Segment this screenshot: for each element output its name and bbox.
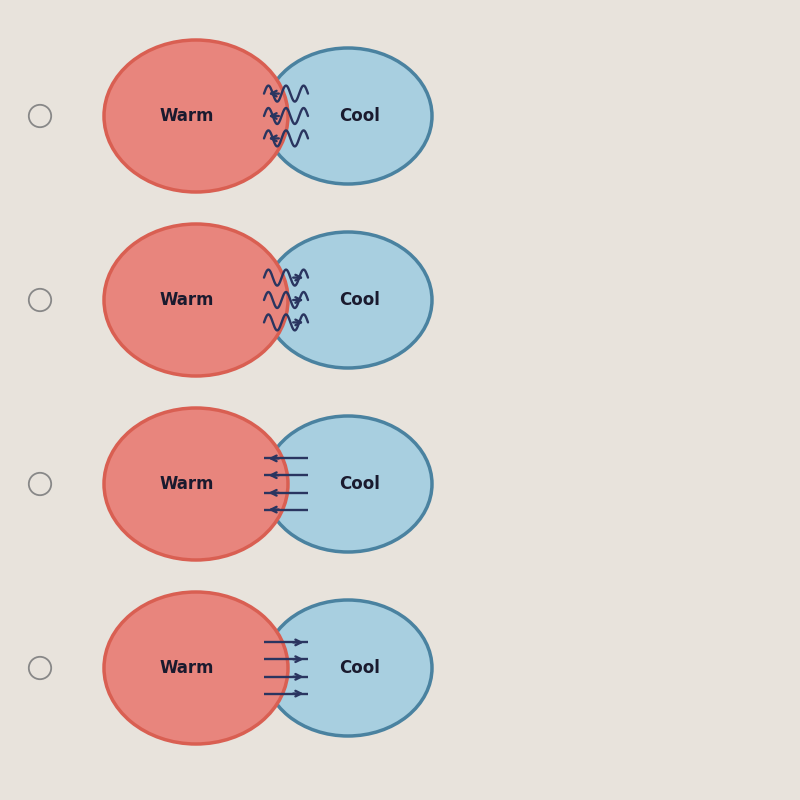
Text: Warm: Warm [159,291,214,309]
Ellipse shape [264,232,432,368]
Text: Cool: Cool [339,291,381,309]
Ellipse shape [264,600,432,736]
Ellipse shape [104,408,288,560]
Text: Cool: Cool [339,107,381,125]
Text: Warm: Warm [159,475,214,493]
Text: Warm: Warm [159,659,214,677]
Text: Warm: Warm [159,107,214,125]
Ellipse shape [104,40,288,192]
Text: Cool: Cool [339,659,381,677]
Text: Cool: Cool [339,475,381,493]
Ellipse shape [104,592,288,744]
Ellipse shape [264,48,432,184]
Ellipse shape [104,224,288,376]
Ellipse shape [264,416,432,552]
